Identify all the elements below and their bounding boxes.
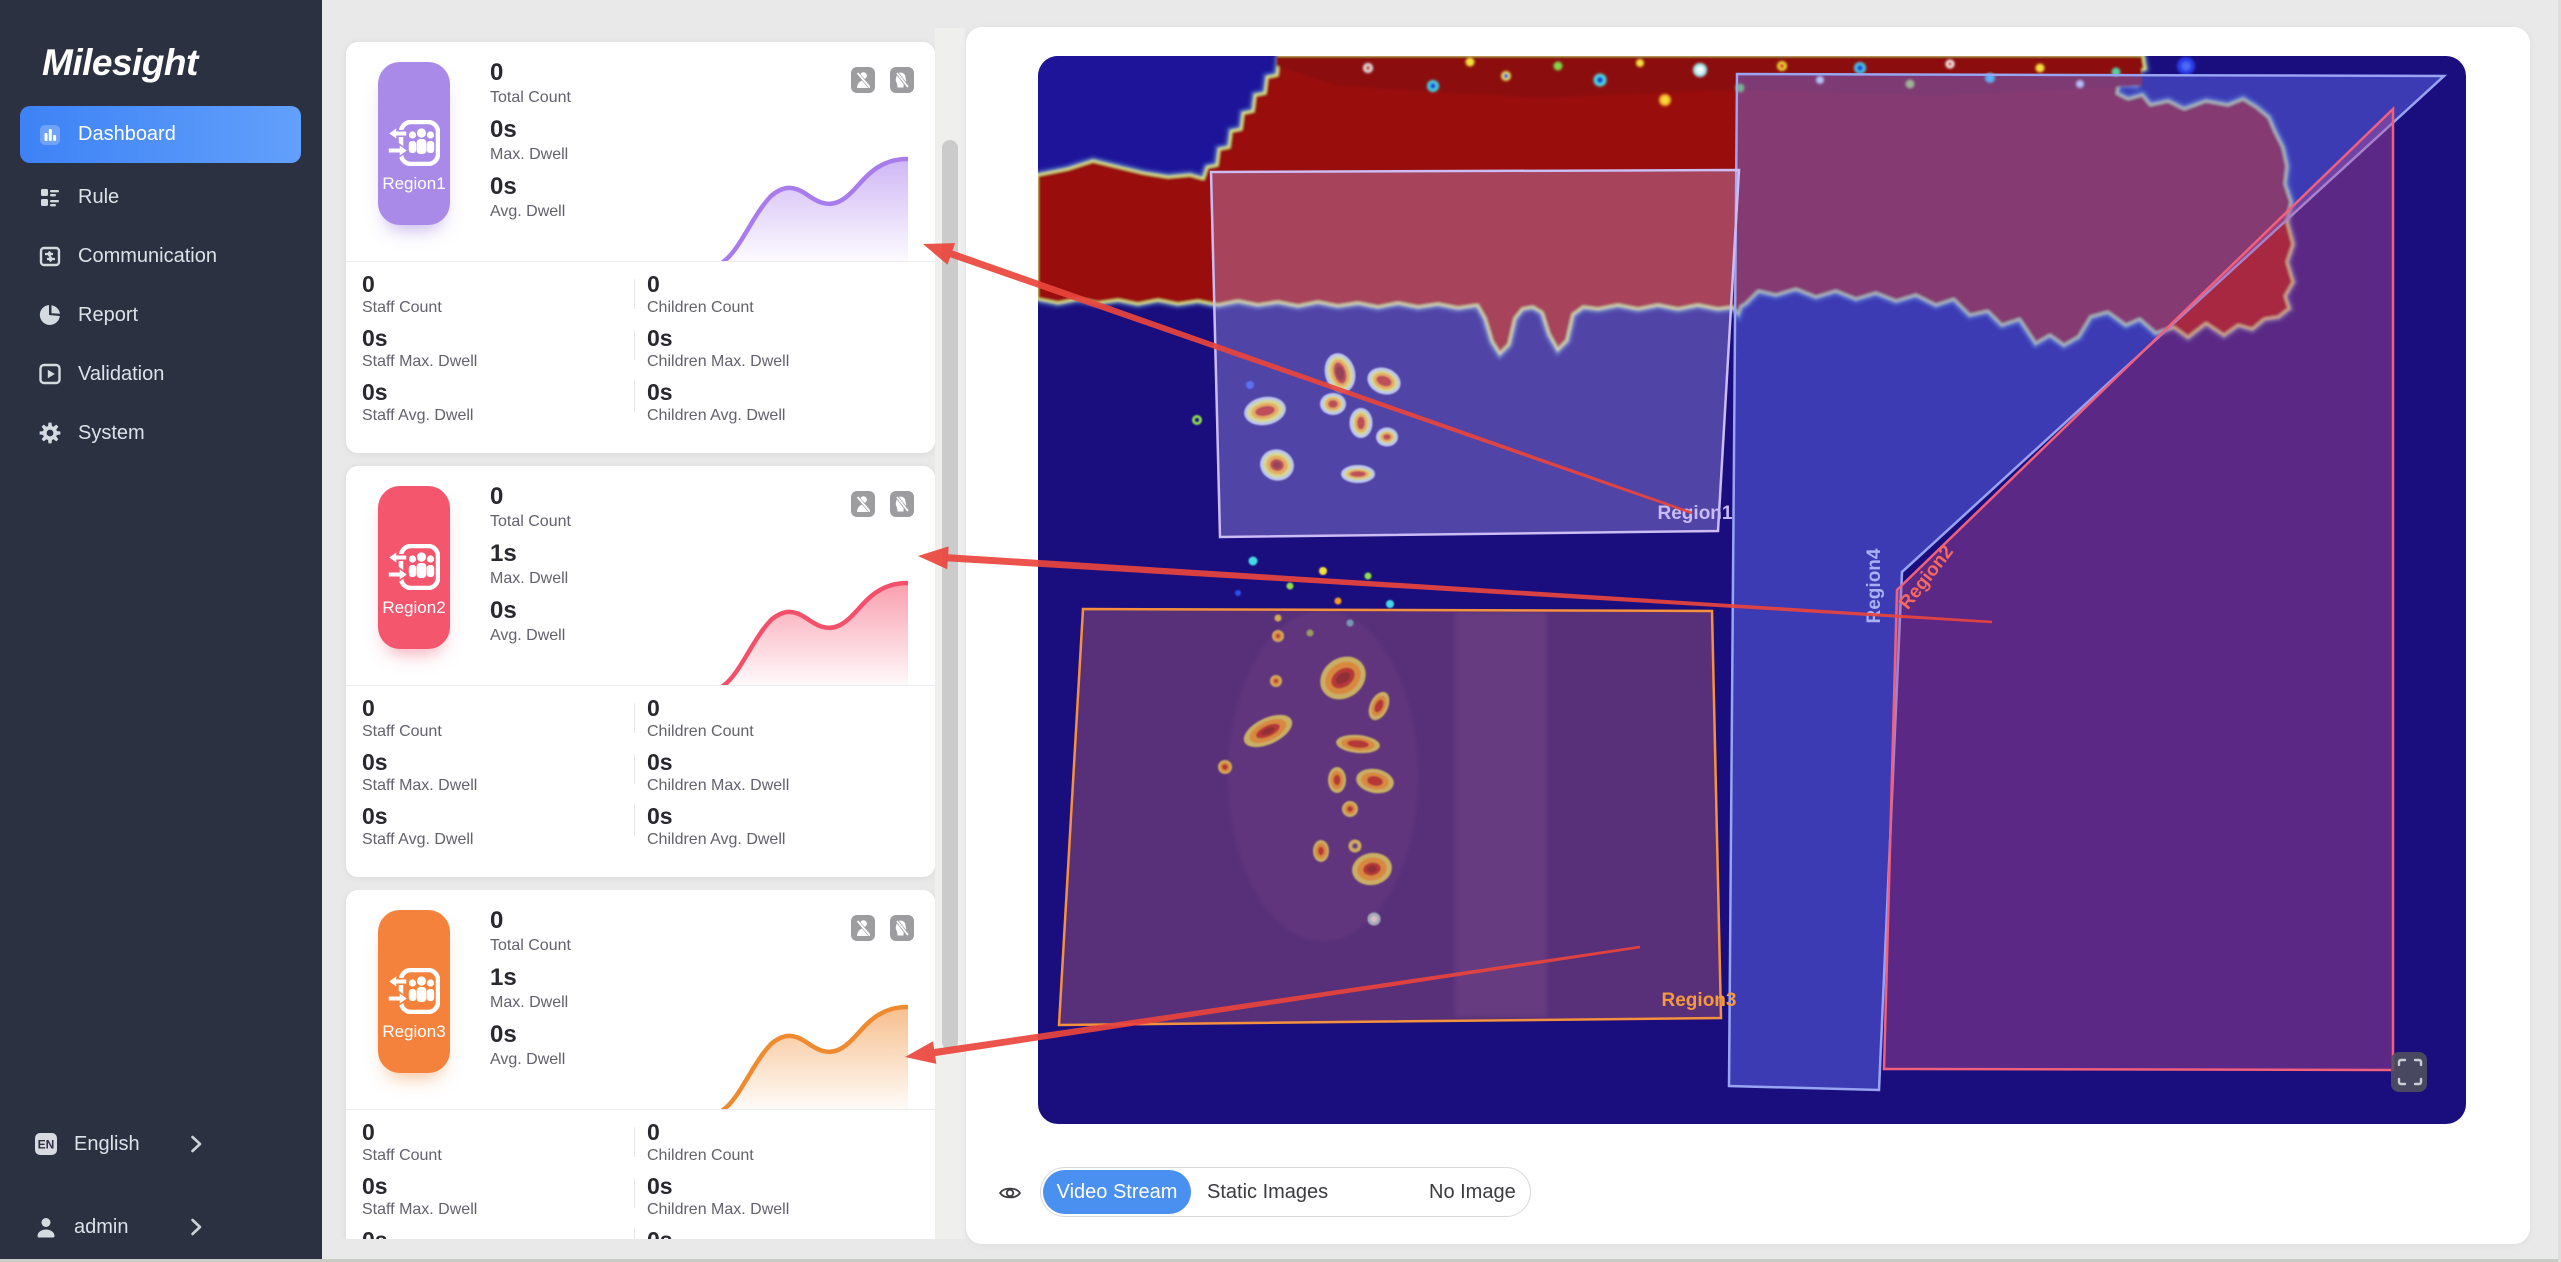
svg-text:Region4: Region4: [1864, 548, 1885, 623]
svg-text:Region1: Region1: [1658, 503, 1733, 524]
svg-text:Region3: Region3: [1662, 990, 1737, 1011]
svg-text:EN: EN: [38, 1138, 55, 1152]
